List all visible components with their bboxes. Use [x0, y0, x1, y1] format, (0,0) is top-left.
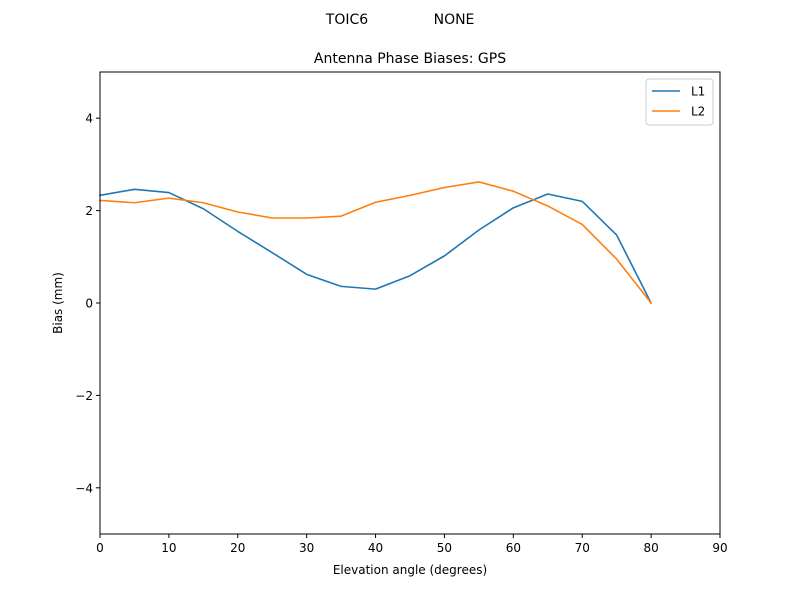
legend-label-l1: L1	[691, 85, 705, 99]
x-tick-label: 80	[643, 541, 658, 555]
chart-title: Antenna Phase Biases: GPS	[314, 51, 506, 67]
suptitle-antenna: TOIC6	[325, 12, 368, 28]
y-tick-label: −2	[75, 389, 93, 403]
y-tick-label: −4	[75, 481, 93, 495]
y-tick-label: 0	[85, 297, 93, 311]
x-tick-label: 40	[368, 541, 383, 555]
y-axis-label: Bias (mm)	[51, 272, 65, 334]
legend-label-l2: L2	[691, 105, 705, 119]
x-tick-label: 90	[712, 541, 727, 555]
series-line-l2	[99, 181, 653, 305]
series-line-l1	[99, 188, 653, 305]
x-tick-label: 10	[161, 541, 176, 555]
x-axis-label: Elevation angle (degrees)	[333, 563, 487, 577]
y-tick-label: 2	[85, 204, 93, 218]
x-tick-label: 70	[575, 541, 590, 555]
plot-frame	[99, 71, 721, 535]
suptitle-radome: NONE	[434, 12, 475, 28]
x-tick-label: 30	[299, 541, 314, 555]
x-tick-label: 20	[230, 541, 245, 555]
x-tick-label: 60	[506, 541, 521, 555]
y-tick-label: 4	[85, 112, 93, 126]
x-tick-label: 50	[437, 541, 452, 555]
x-tick-label: 0	[96, 541, 104, 555]
